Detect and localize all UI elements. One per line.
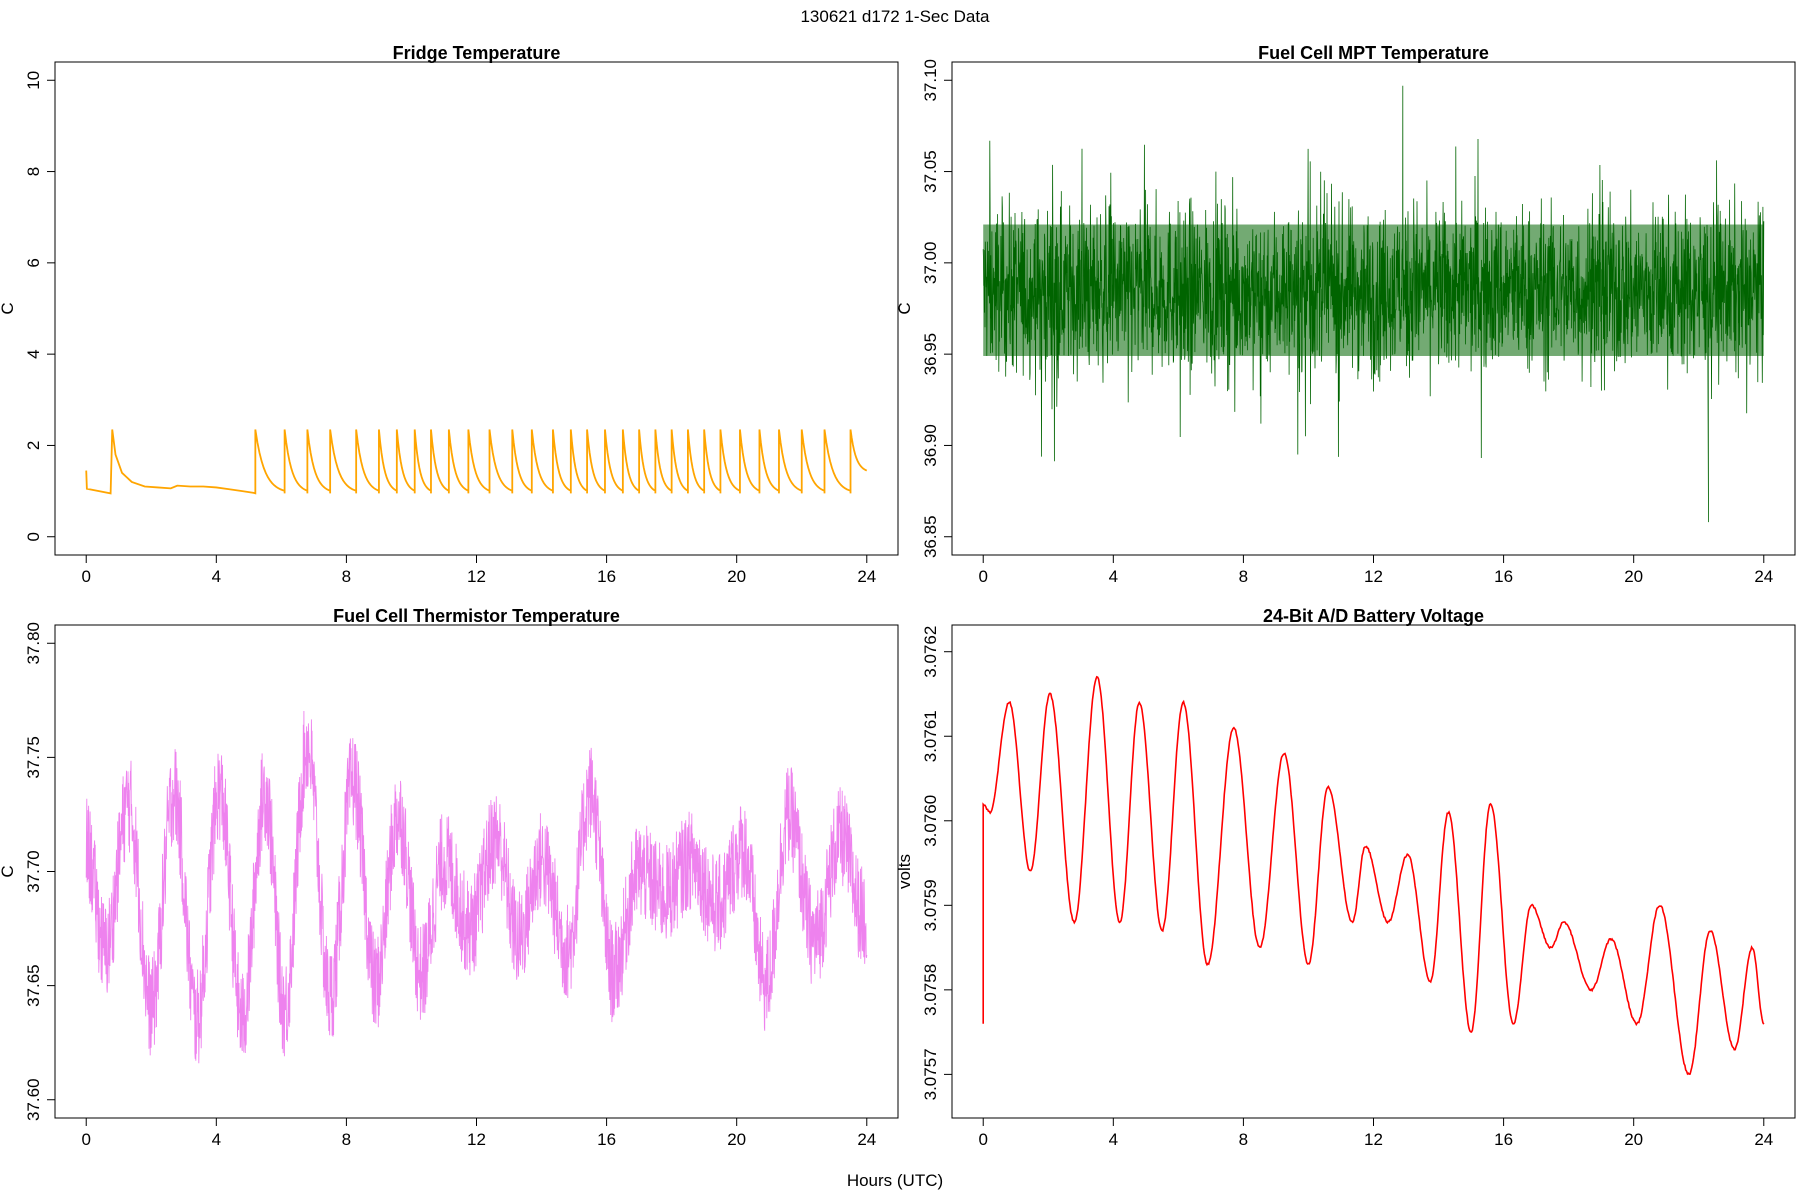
y-axis-label: C bbox=[895, 302, 914, 314]
figure-xlabel: Hours (UTC) bbox=[847, 1171, 943, 1190]
panel-title: Fridge Temperature bbox=[393, 43, 561, 63]
series-line-thermistor bbox=[85, 710, 868, 1064]
panel-title: 24-Bit A/D Battery Voltage bbox=[1263, 606, 1484, 626]
y-axis-label: volts bbox=[895, 854, 914, 889]
x-tick-label: 20 bbox=[1624, 1130, 1643, 1149]
x-tick-label: 12 bbox=[467, 1130, 486, 1149]
series-line-voltage bbox=[982, 675, 1765, 1076]
x-tick-label: 0 bbox=[81, 1130, 90, 1149]
x-tick-label: 0 bbox=[978, 1130, 987, 1149]
y-tick-label: 37.60 bbox=[24, 1078, 43, 1121]
x-tick-label: 4 bbox=[1109, 567, 1118, 586]
y-axis-label: C bbox=[0, 865, 17, 877]
panel-title: Fuel Cell Thermistor Temperature bbox=[333, 606, 620, 626]
y-tick-label: 37.10 bbox=[921, 59, 940, 102]
y-tick-label: 10 bbox=[24, 71, 43, 90]
y-tick-label: 3.0758 bbox=[921, 964, 940, 1016]
y-tick-label: 37.05 bbox=[921, 150, 940, 193]
x-tick-label: 20 bbox=[727, 1130, 746, 1149]
y-tick-label: 36.85 bbox=[921, 515, 940, 558]
x-tick-label: 24 bbox=[1754, 567, 1773, 586]
x-tick-label: 12 bbox=[1364, 567, 1383, 586]
y-tick-label: 6 bbox=[24, 258, 43, 267]
x-tick-label: 4 bbox=[1109, 1130, 1118, 1149]
y-axis-label: C bbox=[0, 302, 17, 314]
y-tick-label: 36.90 bbox=[921, 424, 940, 467]
x-tick-label: 24 bbox=[857, 1130, 876, 1149]
panel-fuel-cell-mpt-temperature: Fuel Cell MPT Temperature C 0 4 8 12 16 20 24 3… bbox=[895, 43, 1796, 586]
y-tick-label: 3.0757 bbox=[921, 1048, 940, 1100]
figure-title: 130621 d172 1-Sec Data bbox=[800, 7, 990, 26]
y-tick-label: 0 bbox=[24, 532, 43, 541]
x-tick-label: 24 bbox=[1754, 1130, 1773, 1149]
panel-fuel-cell-thermistor-temperature: Fuel Cell Thermistor Temperature C 0 4 8 12… bbox=[0, 606, 899, 1149]
data-layer bbox=[982, 675, 1765, 1076]
plot-frame bbox=[54, 61, 899, 556]
series-line-fridge bbox=[85, 429, 868, 495]
x-tick-label: 16 bbox=[1494, 567, 1513, 586]
x-tick-label: 16 bbox=[597, 1130, 616, 1149]
panel-title: Fuel Cell MPT Temperature bbox=[1258, 43, 1489, 63]
y-tick-label: 36.95 bbox=[921, 333, 940, 376]
x-tick-label: 0 bbox=[81, 567, 90, 586]
x-tick-label: 12 bbox=[1364, 1130, 1383, 1149]
y-tick-label: 37.00 bbox=[921, 242, 940, 285]
y-tick-label: 3.0762 bbox=[921, 626, 940, 678]
x-tick-label: 4 bbox=[212, 567, 221, 586]
x-tick-label: 8 bbox=[1239, 567, 1248, 586]
y-tick-label: 3.0759 bbox=[921, 879, 940, 931]
x-tick-label: 8 bbox=[1239, 1130, 1248, 1149]
panel-battery-voltage: 24-Bit A/D Battery Voltage volts 0 4 8 12 16… bbox=[895, 606, 1796, 1149]
x-tick-label: 24 bbox=[857, 567, 876, 586]
y-tick-label: 37.75 bbox=[24, 736, 43, 779]
x-tick-label: 4 bbox=[212, 1130, 221, 1149]
x-tick-label: 20 bbox=[727, 567, 746, 586]
x-tick-label: 20 bbox=[1624, 567, 1643, 586]
y-tick-label: 2 bbox=[24, 441, 43, 450]
x-tick-label: 8 bbox=[342, 567, 351, 586]
data-layer bbox=[85, 710, 868, 1064]
y-tick-label: 3.0761 bbox=[921, 710, 940, 762]
y-tick-label: 8 bbox=[24, 167, 43, 176]
series-band-core bbox=[983, 224, 1764, 356]
x-tick-label: 16 bbox=[597, 567, 616, 586]
y-tick-label: 37.70 bbox=[24, 850, 43, 893]
y-tick-label: 4 bbox=[24, 349, 43, 358]
x-tick-label: 8 bbox=[342, 1130, 351, 1149]
x-tick-label: 12 bbox=[467, 567, 486, 586]
data-layer bbox=[85, 429, 868, 495]
y-tick-label: 37.80 bbox=[24, 622, 43, 665]
x-tick-label: 0 bbox=[978, 567, 987, 586]
y-tick-label: 3.0760 bbox=[921, 795, 940, 847]
data-layer bbox=[982, 85, 1765, 523]
y-tick-label: 37.65 bbox=[24, 964, 43, 1007]
x-tick-label: 16 bbox=[1494, 1130, 1513, 1149]
